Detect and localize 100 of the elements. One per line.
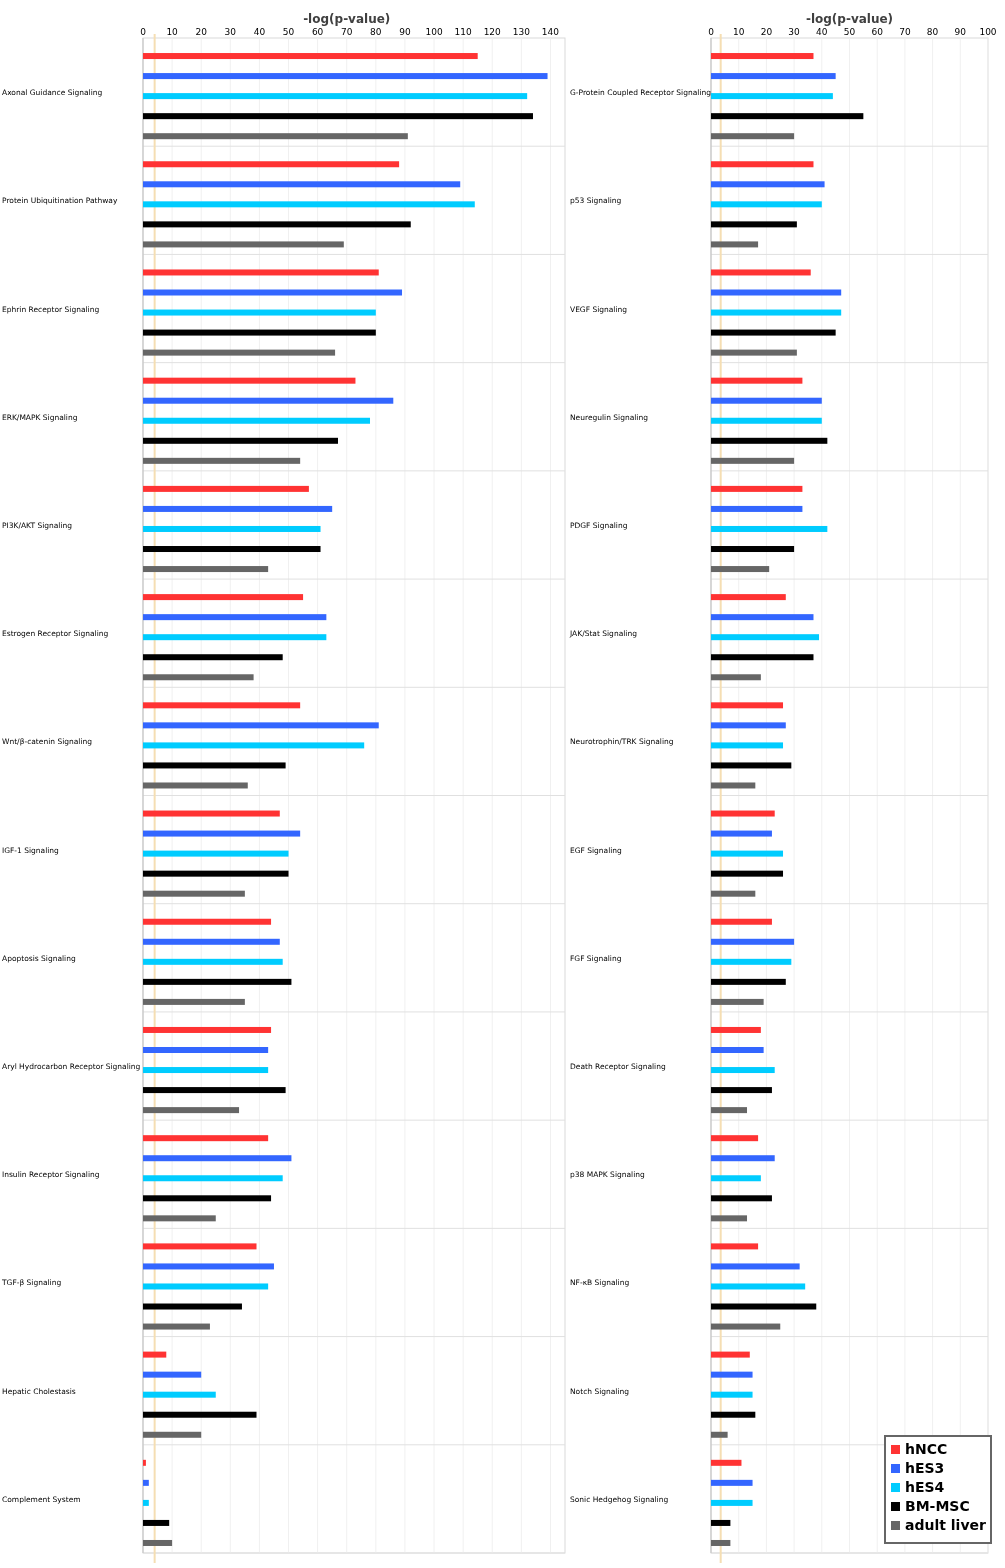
- legend-label: hES4: [905, 1479, 945, 1495]
- bar: [143, 594, 304, 601]
- bar: [711, 958, 792, 965]
- bar: [711, 161, 814, 168]
- bar: [711, 978, 786, 985]
- bar: [143, 1243, 257, 1250]
- x-tick-label: 60: [871, 27, 884, 37]
- bar: [143, 850, 289, 857]
- bar: [143, 634, 327, 641]
- bar: [143, 1391, 216, 1398]
- bar: [143, 437, 338, 444]
- bar: [711, 133, 795, 140]
- bar: [711, 938, 795, 945]
- bar: [711, 1459, 742, 1466]
- bar: [143, 1431, 202, 1438]
- x-tick-label: 90: [954, 27, 967, 37]
- bar: [143, 1107, 240, 1114]
- bar: [143, 1499, 149, 1506]
- x-tick-label: 140: [541, 27, 560, 37]
- bar: [143, 762, 286, 769]
- bar: [143, 133, 408, 140]
- x-tick-label: 70: [341, 27, 353, 37]
- x-tick-label: 70: [899, 27, 911, 37]
- x-axis-title: -log(p-value): [303, 12, 391, 26]
- bar: [143, 1303, 242, 1310]
- bar: [143, 1067, 269, 1074]
- bar: [711, 397, 822, 404]
- bar: [711, 73, 836, 80]
- bar: [143, 1087, 286, 1094]
- bar: [143, 614, 327, 621]
- bar: [143, 722, 379, 729]
- bar: [143, 978, 292, 985]
- bar: [711, 1047, 764, 1053]
- bar: [143, 309, 376, 316]
- bar: [143, 1195, 272, 1202]
- bar: [711, 830, 772, 837]
- bar: [711, 674, 761, 681]
- bar: [711, 810, 775, 817]
- bar: [711, 702, 784, 709]
- x-tick-label: 80: [370, 27, 382, 37]
- bar: [711, 1107, 748, 1114]
- bar: [711, 1195, 772, 1202]
- bar: [143, 890, 245, 897]
- bar: [143, 1135, 269, 1142]
- bar: [711, 1215, 748, 1222]
- x-tick-label: 120: [483, 27, 502, 37]
- bar: [711, 1175, 761, 1182]
- bar: [143, 810, 280, 817]
- bar: [711, 918, 772, 925]
- bar: [143, 546, 321, 553]
- x-tick-label: 80: [926, 27, 939, 37]
- bar: [143, 1459, 146, 1466]
- bar: [143, 1026, 272, 1033]
- bar: [711, 505, 803, 512]
- bar: [143, 457, 301, 464]
- bar: [143, 870, 289, 877]
- x-axis-title: -log(p-value): [805, 12, 894, 26]
- bar: [711, 762, 792, 769]
- x-tick-label: 50: [282, 27, 295, 37]
- bar: [143, 566, 269, 573]
- bar: [711, 241, 759, 248]
- bar: [143, 161, 400, 168]
- bar: [143, 702, 301, 709]
- x-tick-label: 0: [708, 27, 715, 37]
- x-tick-label: 130: [512, 27, 531, 37]
- legend-label: adult liver: [905, 1517, 987, 1533]
- bar: [711, 417, 822, 424]
- bar: [143, 485, 309, 492]
- bar: [711, 1026, 761, 1033]
- bar: [143, 742, 365, 749]
- bar: [711, 1519, 731, 1526]
- bar: [711, 1303, 817, 1310]
- bar: [711, 870, 784, 877]
- bar: [143, 201, 475, 208]
- bar: [711, 722, 786, 729]
- bar: [143, 998, 245, 1005]
- bar: [143, 73, 548, 80]
- bar: [143, 93, 528, 100]
- bar: [143, 830, 301, 837]
- bar: [711, 1411, 756, 1418]
- bar: [711, 1479, 753, 1486]
- bar: [711, 377, 803, 384]
- bar: [711, 782, 756, 789]
- bar: [711, 201, 822, 208]
- legend-label: hNCC: [905, 1441, 948, 1457]
- bar: [143, 525, 321, 532]
- bar: [143, 505, 333, 512]
- bar: [143, 918, 272, 925]
- bar: [143, 53, 478, 60]
- bar: [143, 1155, 292, 1162]
- bar: [711, 289, 842, 296]
- x-tick-label: 60: [311, 27, 324, 37]
- bar: [711, 1323, 781, 1330]
- x-tick-label: 30: [788, 27, 801, 37]
- bar: [711, 1391, 753, 1398]
- bar: [143, 654, 283, 661]
- bar: [143, 397, 394, 404]
- bar: [143, 674, 254, 681]
- bar: [711, 850, 784, 857]
- bar: [143, 1539, 173, 1546]
